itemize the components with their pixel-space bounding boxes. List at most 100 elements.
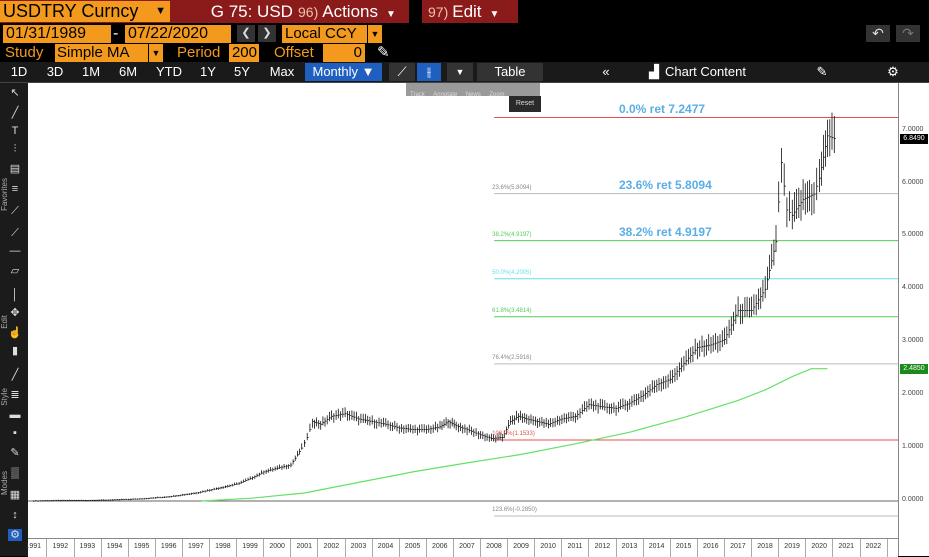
price-bars [33, 112, 836, 502]
x-tick-mark [263, 539, 265, 557]
ticker-text: USDTRY Curncy [3, 1, 139, 21]
period-label: Period [177, 44, 221, 61]
x-tick-label: 2022 [865, 543, 882, 550]
frequency-select[interactable]: Monthly ▼ [305, 63, 382, 81]
chart-tool-tabs: Track Annotate News Zoom [406, 83, 540, 98]
ticker-field[interactable]: USDTRY Curncy ▼ [0, 1, 170, 22]
period-ytd-button[interactable]: YTD [156, 64, 182, 79]
collapse-icon[interactable]: « [602, 64, 610, 79]
x-tick-label: 2003 [350, 543, 367, 550]
x-tick-label: 2019 [784, 543, 800, 550]
trend-icon[interactable]: ⫶ [13, 143, 17, 155]
y-tick-label: 5.0000 [902, 231, 924, 239]
x-tick-mark [154, 539, 156, 557]
edit-section-label: Edit [0, 315, 9, 329]
trash-icon[interactable]: ▮ [11, 345, 19, 357]
cursor-mode-icon[interactable]: ↕ [12, 509, 18, 521]
ray-icon[interactable]: ⟋ [11, 227, 19, 239]
color-icon[interactable]: ▪ [13, 427, 17, 439]
line-style-icon[interactable]: ≣ [10, 389, 20, 401]
gear-icon[interactable]: ⚙ [887, 64, 899, 79]
line-chart-icon[interactable]: ⟋ [389, 63, 415, 81]
vline-icon[interactable]: │ [11, 289, 19, 301]
fib-small-label-2: 38.2%(4.9197) [492, 231, 532, 238]
cursor-icon[interactable]: ↖ [10, 87, 20, 99]
currency-select[interactable]: Local CCY [282, 25, 367, 43]
channel-icon[interactable]: ▱ [10, 265, 20, 277]
pointer-icon[interactable]: ☝ [8, 327, 22, 339]
price-chart[interactable] [28, 83, 898, 538]
x-tick-mark [534, 539, 536, 557]
x-tick-label: 2013 [621, 543, 638, 550]
x-tick-mark [723, 539, 725, 557]
text-tool-icon[interactable]: T [11, 125, 19, 137]
end-date-input[interactable]: 07/22/2020 [125, 25, 231, 43]
chevron-down-icon[interactable]: ▼ [149, 44, 163, 62]
actions-menu[interactable]: 96) Actions ▼ [292, 0, 404, 23]
chart-toolbar: 1D 3D 1M 6M YTD 1Y 5Y Max Monthly ▼ ⟋ ⫲ … [0, 62, 929, 83]
tool-tab-news[interactable]: News [465, 92, 481, 98]
study-select[interactable]: Simple MA [55, 44, 148, 62]
period-3d-button[interactable]: 3D [46, 64, 64, 79]
study-label: Study [5, 44, 44, 61]
undo-icon[interactable]: ↶ [866, 25, 890, 42]
fib-small-label-7: 123.6%(-0.2850) [492, 507, 537, 514]
date-separator: - [113, 25, 119, 42]
chevron-down-icon[interactable]: ▼ [155, 5, 166, 17]
actions-label: Actions [322, 2, 378, 21]
chevron-down-icon[interactable]: ▼ [447, 63, 473, 81]
period-1m-button[interactable]: 1M [81, 64, 101, 79]
period-1d-button[interactable]: 1D [10, 64, 28, 79]
move-icon[interactable]: ✥ [10, 307, 20, 319]
mode-icon[interactable]: ▦ [9, 489, 21, 501]
draw-line-icon[interactable]: ╱ [11, 107, 19, 119]
settings-icon[interactable]: ⚙ [8, 529, 22, 541]
level-icon[interactable]: ≡ [11, 183, 19, 195]
slash-icon[interactable]: ╱ [11, 369, 19, 381]
start-date-input[interactable]: 01/31/1989 [3, 25, 111, 43]
x-tick-label: 2007 [459, 543, 475, 550]
prev-icon[interactable]: ❮ [237, 25, 255, 42]
chevron-down-icon[interactable]: ▼ [368, 25, 382, 43]
next-icon[interactable]: ❯ [258, 25, 276, 42]
reset-button[interactable]: Reset [509, 96, 541, 112]
line-weight-icon[interactable]: ▬ [9, 409, 21, 421]
x-tick-mark [778, 539, 780, 557]
offset-input[interactable]: 0 [323, 44, 365, 62]
edit-menu[interactable]: 97) Edit ▼ [422, 0, 518, 23]
period-1y-button[interactable]: 1Y [200, 64, 216, 79]
price-badge-1: 2.4850 [900, 364, 928, 375]
fib-icon[interactable]: ▤ [9, 163, 21, 175]
x-tick-label: 2000 [269, 543, 285, 550]
x-tick-mark [588, 539, 590, 557]
x-tick-mark [100, 539, 102, 557]
period-input[interactable]: 200 [229, 44, 259, 62]
table-button[interactable]: Table [477, 63, 543, 81]
chart-content-button[interactable]: Chart Content [665, 64, 746, 79]
ohlc-chart-icon[interactable]: ⫲ [417, 63, 441, 81]
hline-icon[interactable]: — [9, 245, 21, 257]
x-tick-mark [73, 539, 75, 557]
x-tick-label: 2010 [540, 543, 556, 550]
tool-tab-zoom[interactable]: Zoom [489, 92, 505, 98]
pencil-icon[interactable]: ✎ [10, 447, 20, 459]
fib-label-0: 0.0% ret 7.2477 [619, 101, 706, 116]
tool-tab-track[interactable]: Track [410, 92, 425, 98]
x-tick-mark [886, 539, 888, 557]
pen-icon[interactable]: ✎ [377, 44, 390, 61]
brush-icon[interactable]: ⟋ [11, 205, 19, 217]
fill-icon[interactable]: ▒ [11, 467, 19, 479]
chart-plot-area[interactable]: 0.0% ret 7.2477 23.6%(5.8094) 23.6% ret 5.… [28, 83, 898, 538]
edit-chart-icon[interactable]: ✎ [816, 64, 828, 79]
period-6m-button[interactable]: 6M [118, 64, 138, 79]
x-tick-label: 2009 [513, 543, 529, 550]
period-5y-button[interactable]: 5Y [234, 64, 250, 79]
drawing-tools-sidebar: ↖ ╱ T ⫶ ▤ ≡ ⟋ ⟋ — ▱ │ ✥ ☝ ▮ ╱ ≣ ▬ ▪ ✎ ▒ … [0, 83, 29, 556]
tool-tab-annotate[interactable]: Annotate [433, 92, 458, 98]
date-range-bar: 01/31/1989 - 07/22/2020 ❮ ❯ Local CCY ▼ … [0, 24, 929, 43]
x-tick-label: 1991 [25, 543, 41, 550]
x-tick-label: 2001 [296, 543, 313, 550]
x-tick-mark [181, 539, 183, 557]
redo-icon[interactable]: ↷ [896, 25, 920, 42]
period-max-button[interactable]: Max [269, 64, 295, 79]
